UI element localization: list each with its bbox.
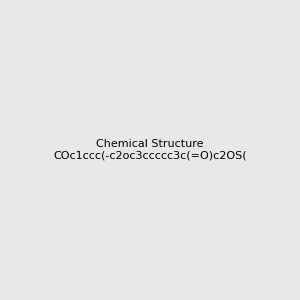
Text: Chemical Structure
COc1ccc(-c2oc3ccccc3c(=O)c2OS(: Chemical Structure COc1ccc(-c2oc3ccccc3c… — [53, 139, 247, 161]
